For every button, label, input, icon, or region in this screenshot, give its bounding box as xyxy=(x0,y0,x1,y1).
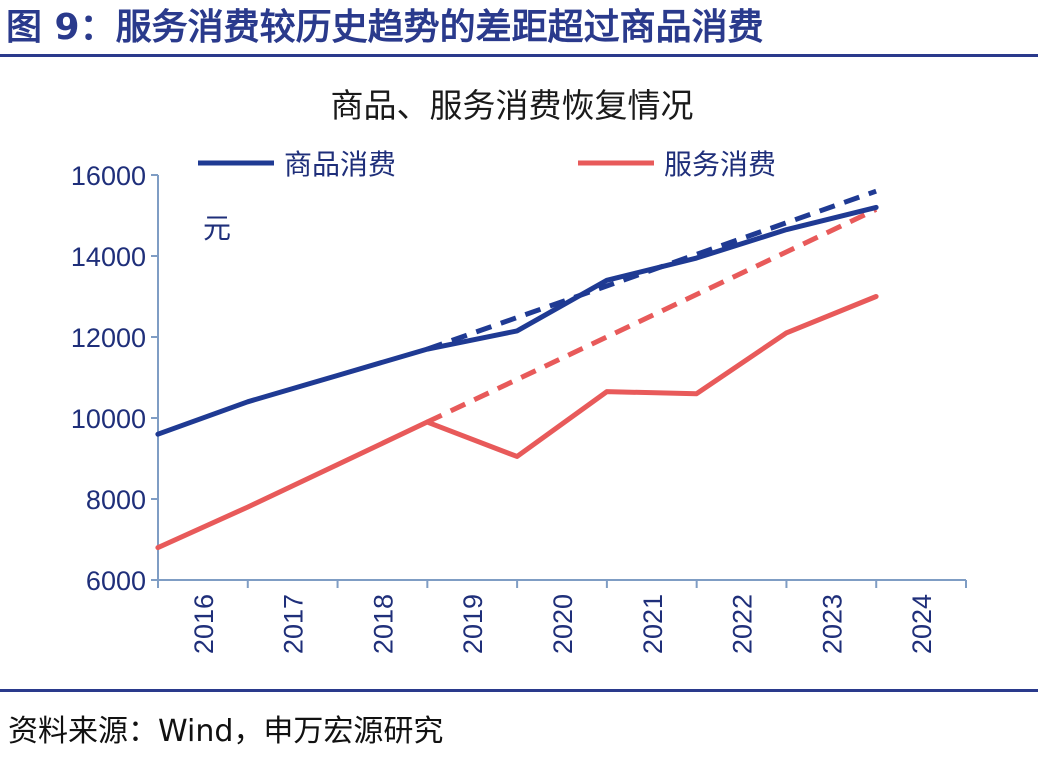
x-tick-label: 2022 xyxy=(728,594,758,654)
x-tick-label: 2019 xyxy=(458,594,488,654)
source-note: 资料来源：Wind，申万宏源研究 xyxy=(8,714,444,749)
x-tick-label: 2017 xyxy=(279,594,309,654)
x-tick-label: 2023 xyxy=(817,594,847,654)
figure-title: 图 9：服务消费较历史趋势的差距超过商品消费 xyxy=(6,7,764,48)
legend-label: 服务消费 xyxy=(664,148,776,181)
title-rule xyxy=(0,54,1038,57)
legend: 商品消费 服务消费 xyxy=(198,148,776,181)
y-tick-label: 12000 xyxy=(71,323,146,353)
series-lines xyxy=(155,204,879,551)
x-tick-label: 2016 xyxy=(189,594,219,654)
line-chart: 商品、服务消费恢复情况 元 商品消费 服务消费 6000 8000 10000 1200… xyxy=(71,86,967,654)
y-tick-label: 16000 xyxy=(71,161,146,191)
chart-title: 商品、服务消费恢复情况 xyxy=(331,86,694,125)
y-tick-label: 6000 xyxy=(86,566,146,596)
series-line xyxy=(155,204,879,437)
source-rule xyxy=(0,689,1038,692)
trend-line xyxy=(426,207,878,425)
x-tick-label: 2021 xyxy=(638,594,668,654)
x-tick-label: 2024 xyxy=(907,594,937,654)
x-tick-label: 2018 xyxy=(368,594,398,654)
legend-label: 商品消费 xyxy=(284,148,396,181)
axes: 6000 8000 10000 12000 14000 16000 2016 2017 2018… xyxy=(71,161,967,654)
y-tick-label: 8000 xyxy=(86,485,146,515)
x-tick-label: 2020 xyxy=(548,594,578,654)
series-line xyxy=(155,294,879,551)
unit-label: 元 xyxy=(203,212,231,245)
y-tick-label: 10000 xyxy=(71,404,146,434)
y-tick-label: 14000 xyxy=(71,242,146,272)
